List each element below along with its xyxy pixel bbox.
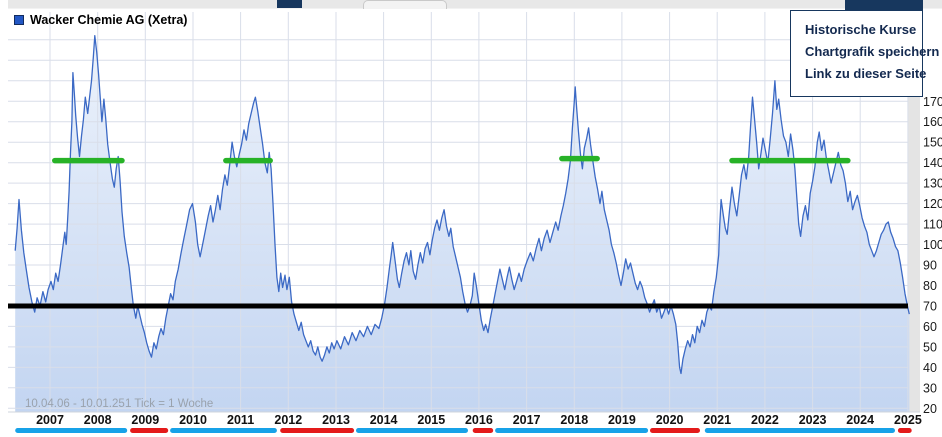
y-tick-label: 60 (923, 320, 937, 334)
menu-item-1[interactable]: Historische Kurse (805, 22, 917, 37)
trend-bar-segment-down (130, 428, 169, 433)
x-tick-label: 2021 (703, 413, 731, 427)
y-tick-label: 160 (923, 115, 942, 129)
x-tick-label: 2015 (417, 413, 445, 427)
x-tick-label: 2017 (513, 413, 541, 427)
x-tick-label: 2013 (322, 413, 350, 427)
chart-context-menu: Historische Kurse Chartgrafik speichern Li… (790, 10, 940, 97)
y-tick-label: 90 (923, 259, 937, 273)
x-tick-label: 2024 (846, 413, 874, 427)
chart-menu-button[interactable] (845, 0, 923, 10)
y-tick-label: 40 (923, 361, 937, 375)
y-tick-label: 20 (923, 402, 937, 416)
top-toolbar-strip (8, 0, 942, 9)
x-tick-label: 2023 (799, 413, 827, 427)
legend-swatch (14, 15, 24, 25)
trend-bar-segment-down (280, 428, 355, 433)
x-tick-label: 2019 (608, 413, 636, 427)
y-tick-label: 80 (923, 279, 937, 293)
legend-label: Wacker Chemie AG (Xetra) (30, 13, 188, 27)
tick-interval-label: 1 Tick = 1 Woche (125, 398, 213, 410)
trend-bar-segment-down (472, 428, 494, 433)
y-tick-label: 140 (923, 156, 942, 170)
x-tick-label: 2009 (131, 413, 159, 427)
trend-bar-segment-up (170, 428, 277, 433)
y-tick-label: 100 (923, 238, 942, 252)
trend-bar-segment-down (897, 428, 912, 433)
x-tick-label: 2022 (751, 413, 779, 427)
y-tick-label: 70 (923, 299, 937, 313)
x-tick-label: 2018 (560, 413, 588, 427)
trend-bar-segment-up (356, 428, 468, 433)
toolbar-tab[interactable] (363, 0, 447, 9)
price-area-fill (15, 35, 910, 412)
x-tick-label: 2020 (656, 413, 684, 427)
toolbar-chip[interactable] (277, 0, 302, 8)
x-tick-label: 2025 (894, 413, 922, 427)
x-tick-label: 2012 (274, 413, 302, 427)
trend-bar-segment-up (15, 428, 128, 433)
y-tick-label: 130 (923, 177, 942, 191)
y-tick-label: 150 (923, 136, 942, 150)
trend-bar-segment-down (650, 428, 700, 433)
y-tick-label: 170 (923, 95, 942, 109)
y-tick-label: 120 (923, 197, 942, 211)
trend-bar-segment-up (495, 428, 649, 433)
y-axis-gutter (908, 12, 920, 412)
menu-item-2[interactable]: Chartgrafik speichern (805, 44, 940, 59)
x-tick-label: 2016 (465, 413, 493, 427)
y-tick-label: 30 (923, 381, 937, 395)
y-tick-label: 50 (923, 340, 937, 354)
x-tick-label: 2014 (370, 413, 398, 427)
x-tick-label: 2007 (36, 413, 64, 427)
x-tick-label: 2011 (227, 413, 254, 427)
y-tick-label: 110 (923, 218, 942, 232)
x-tick-label: 2008 (84, 413, 112, 427)
legend: Wacker Chemie AG (Xetra) (14, 13, 187, 27)
date-range-label: 10.04.06 - 10.01.25 (25, 398, 125, 410)
trend-bar-segment-up (704, 428, 895, 433)
menu-item-3[interactable]: Link zu dieser Seite (805, 66, 927, 81)
x-tick-label: 2010 (179, 413, 207, 427)
